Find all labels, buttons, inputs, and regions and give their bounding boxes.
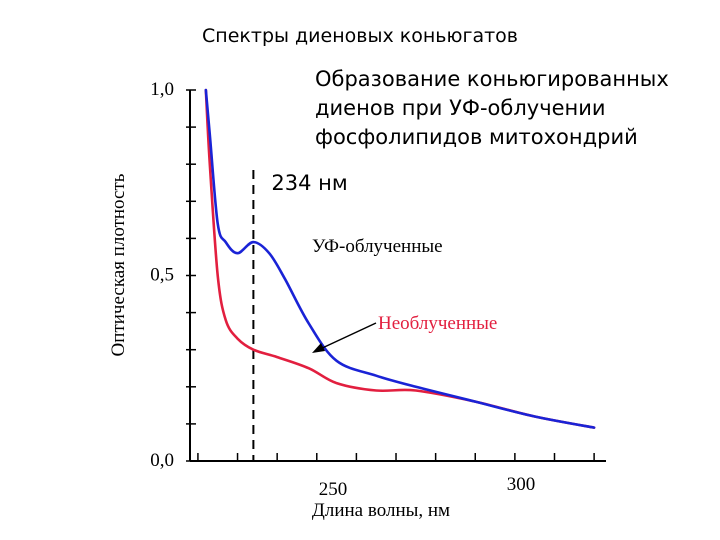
x-tick-label: 250 — [319, 479, 348, 500]
y-tick-label: 0,5 — [150, 265, 174, 286]
y-axis-label: Оптическая плотность — [108, 173, 129, 356]
series-label-non-irradiated: Необлученные — [378, 313, 497, 334]
axes: 0,0 0,5 1,0 250 300 — [150, 79, 606, 500]
series-label-arrow — [312, 322, 377, 353]
marker-label: 234 нм — [271, 171, 347, 195]
chart-subtitle: Образование коньюгированных диенов при У… — [315, 67, 676, 149]
subtitle-line-3: фосфолипидов митохондрий — [315, 125, 638, 149]
series-label-uv-irradiated: УФ-облученные — [312, 236, 443, 257]
y-tick-label: 0,0 — [150, 450, 174, 471]
series-lines — [204, 88, 596, 429]
subtitle-line-1: Образование коньюгированных — [315, 67, 669, 91]
x-tick-label: 300 — [507, 474, 536, 495]
x-axis-label: Длина волны, нм — [312, 500, 450, 521]
subtitle-line-2: диенов при УФ-облучении — [315, 96, 606, 120]
wavelength-marker: 234 нм — [252, 170, 348, 461]
y-tick-label: 1,0 — [150, 79, 174, 100]
series-line-uv-irradiated — [204, 88, 596, 429]
chart-title: Спектры диеновых коньюгатов — [202, 25, 518, 47]
